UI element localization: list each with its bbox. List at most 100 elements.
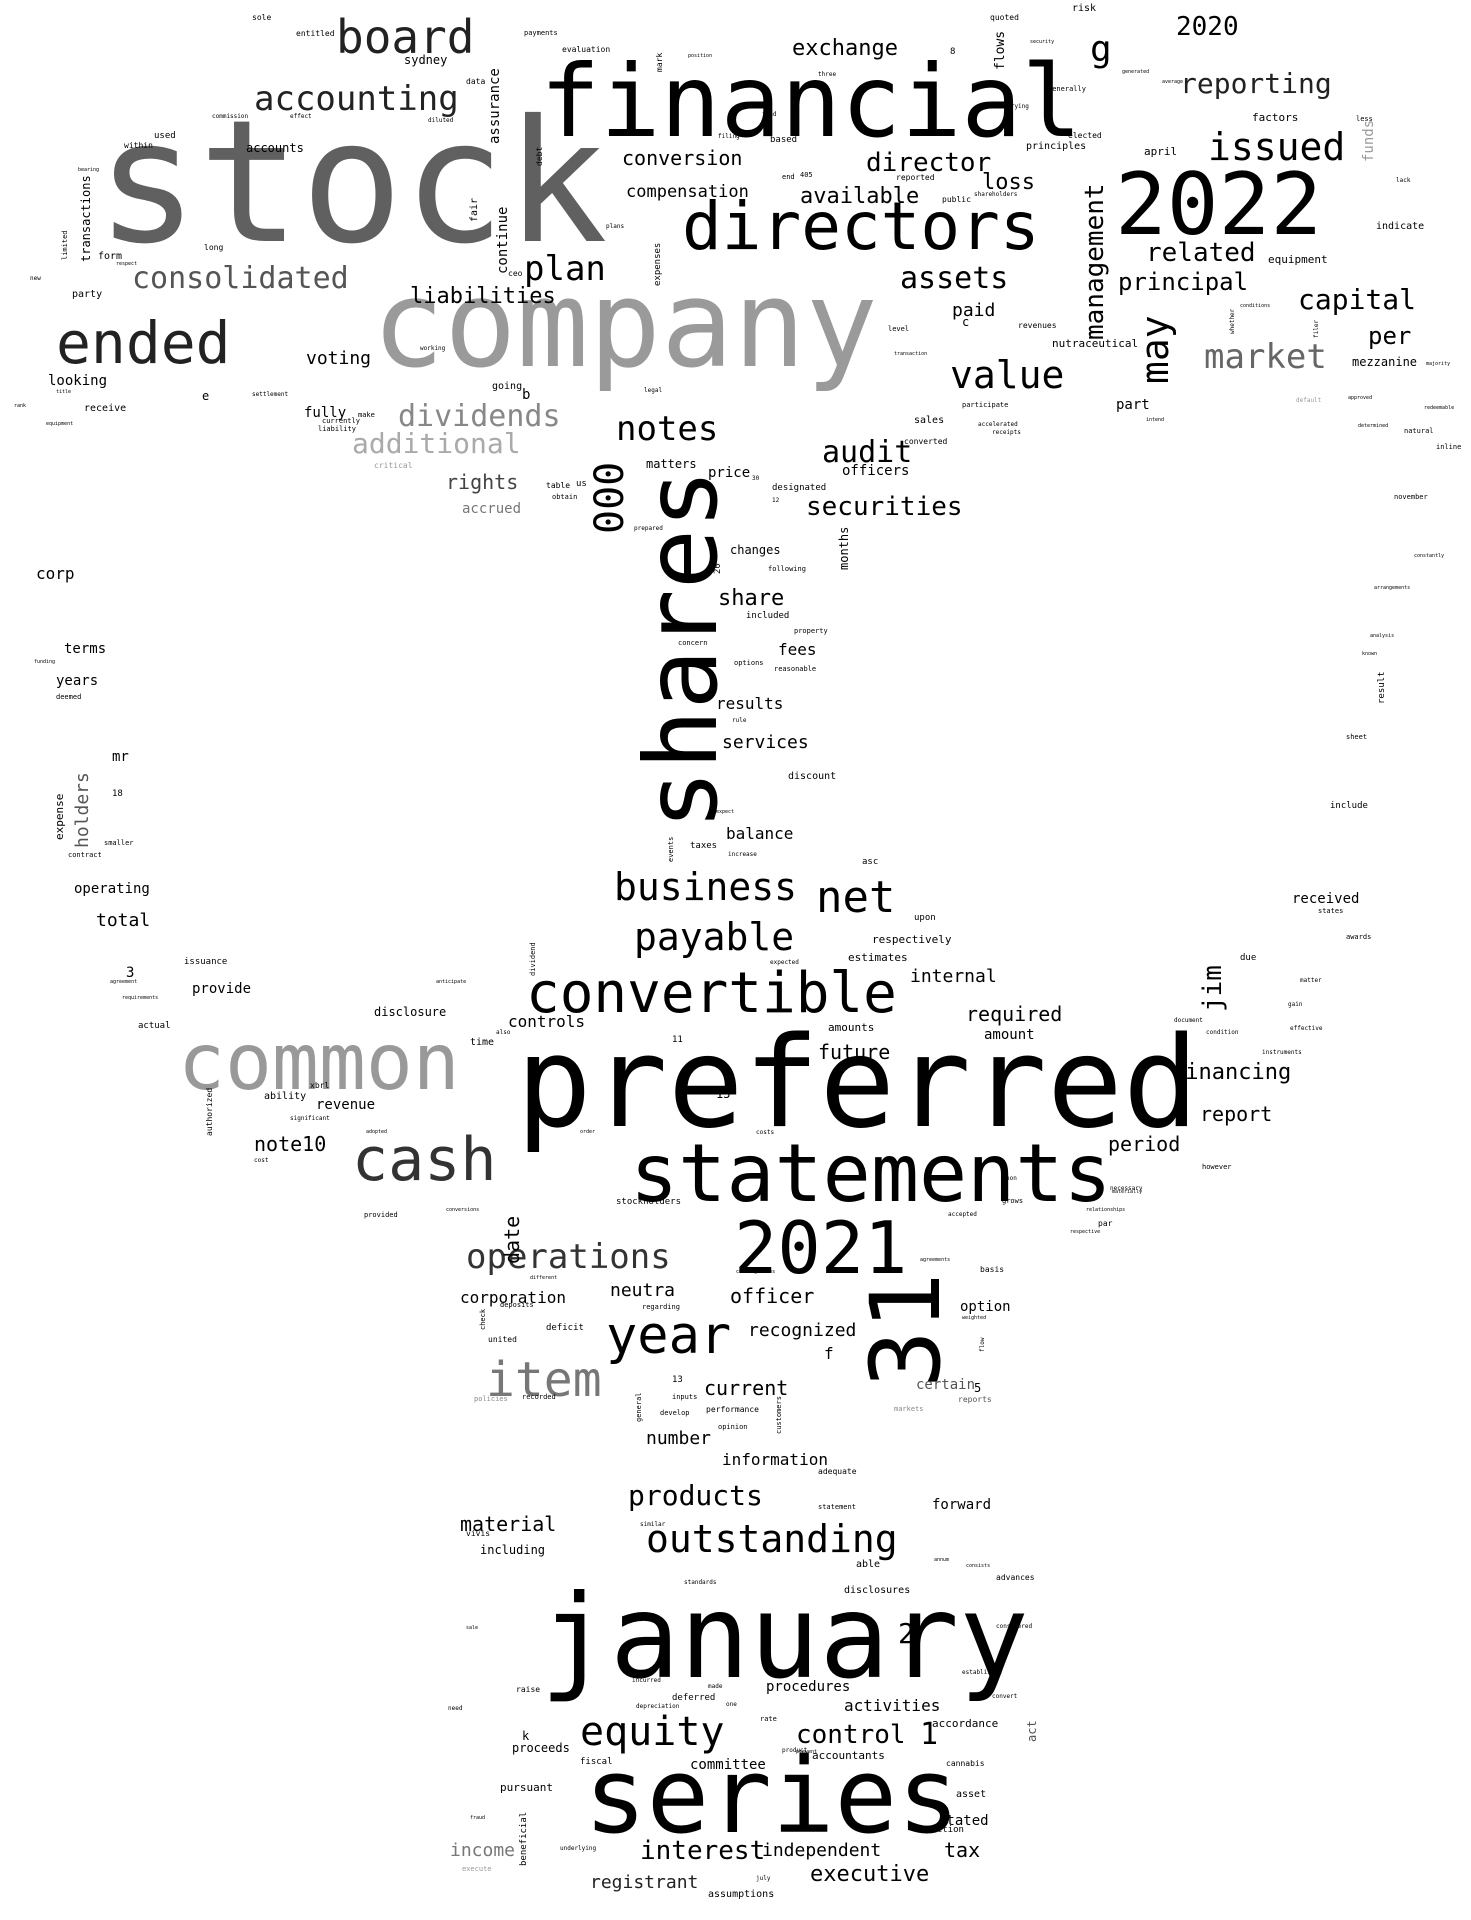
word-costs: costs xyxy=(756,1129,775,1136)
word-sydney: sydney xyxy=(404,53,448,67)
word-new: new xyxy=(30,275,41,282)
word-data: data xyxy=(466,77,486,86)
word-mr: mr xyxy=(112,749,129,765)
word-stated: stated xyxy=(938,1813,989,1829)
word-made: made xyxy=(708,1683,723,1690)
word-services: services xyxy=(722,732,809,753)
word-18: 18 xyxy=(112,789,123,799)
word-prevent: prevent xyxy=(796,1749,818,1755)
word-xbrl: xbrl xyxy=(310,1081,330,1090)
word-risk: risk xyxy=(1072,3,1097,14)
word-holders: holders xyxy=(72,772,93,848)
word-form: form xyxy=(98,251,123,262)
word-pursuant: pursuant xyxy=(500,1781,553,1794)
word-stockholders: stockholders xyxy=(616,1197,682,1207)
word-deferred: deferred xyxy=(672,1693,716,1703)
word-operations: operations xyxy=(466,1237,671,1277)
word-amount: amount xyxy=(984,1027,1035,1043)
word-c: c xyxy=(962,315,970,329)
word-31: 31 xyxy=(850,1272,962,1388)
word-diluted: diluted xyxy=(428,117,454,124)
word-property: property xyxy=(794,627,828,635)
word-obtain: obtain xyxy=(552,493,578,501)
word-weighted: weighted xyxy=(962,1315,987,1321)
word-loss: loss xyxy=(982,170,1035,195)
word-designated: designated xyxy=(772,483,827,493)
word-inline: inline xyxy=(1436,443,1462,451)
word-policies: policies xyxy=(474,1395,508,1403)
word-time: time xyxy=(470,1037,495,1048)
word-accrued: accrued xyxy=(462,501,522,517)
word-used: used xyxy=(154,131,176,141)
word-expense: expense xyxy=(53,793,66,840)
word-15: 15 xyxy=(716,1087,731,1101)
word-controls: controls xyxy=(508,1012,586,1031)
word-states: states xyxy=(1318,907,1344,915)
word-11: 11 xyxy=(672,1035,683,1045)
word-nutraceutical: nutraceutical xyxy=(1052,337,1139,350)
word-fiscal: fiscal xyxy=(580,1757,613,1767)
word-accounts: accounts xyxy=(246,141,304,155)
word-ended: ended xyxy=(56,309,231,377)
word-par: par xyxy=(1098,1219,1113,1228)
word-principles: principles xyxy=(1026,141,1087,152)
word-2021: 2021 xyxy=(734,1206,908,1290)
word-material: material xyxy=(460,1512,557,1536)
word-commission: commission xyxy=(212,113,249,120)
word-level: level xyxy=(888,325,910,333)
word-issued: issued xyxy=(1208,125,1346,169)
word-expect: expect xyxy=(716,809,735,815)
word-liabilities: liabilities xyxy=(410,284,556,309)
word-include: include xyxy=(1330,801,1368,811)
word-generated: generated xyxy=(1122,69,1150,75)
word-legal: legal xyxy=(644,387,663,394)
word-different: different xyxy=(530,1275,558,1281)
word-expenses: expenses xyxy=(653,242,663,286)
word-securities: securities xyxy=(806,492,963,522)
word-awards: awards xyxy=(1346,933,1372,941)
word-opinion: opinion xyxy=(718,1423,748,1431)
word-may: may xyxy=(1133,315,1177,384)
word-fund: fund xyxy=(762,111,777,118)
word-order: order xyxy=(580,1129,596,1135)
word-registrant: registrant xyxy=(590,1872,699,1893)
word-executive: executive xyxy=(810,1862,930,1887)
word-majority: majority xyxy=(1426,361,1451,367)
word-established: established xyxy=(962,1669,1002,1676)
word-within: within xyxy=(124,141,153,150)
word-three: three xyxy=(818,71,837,78)
word-beneficial: beneficial xyxy=(519,1811,529,1866)
word-regarding: regarding xyxy=(642,1303,680,1311)
word-cost: cost xyxy=(254,1157,269,1164)
word-payable: payable xyxy=(634,915,795,959)
word-convertible: convertible xyxy=(526,961,897,1026)
word-public: public xyxy=(942,195,971,204)
word-debt: debt xyxy=(535,146,544,166)
word-indicate: indicate xyxy=(1376,221,1425,232)
word-voting: voting xyxy=(306,348,372,369)
word-directors: directors xyxy=(682,188,1040,265)
word-entitled: entitled xyxy=(296,29,335,38)
word-market: market xyxy=(1204,337,1327,377)
word-note10: note10 xyxy=(254,1132,327,1156)
word-provided: provided xyxy=(364,1211,398,1219)
word-related: related xyxy=(1146,238,1256,268)
word-operating: operating xyxy=(74,881,150,897)
word-receipts: receipts xyxy=(992,429,1021,436)
word-vivis: vivis xyxy=(466,1529,491,1538)
word-one: one xyxy=(726,1701,737,1708)
word-markets: markets xyxy=(894,1405,924,1413)
word-rule: rule xyxy=(732,717,747,724)
word-sole: sole xyxy=(252,13,272,22)
word-authorized: authorized xyxy=(205,1087,214,1136)
word-able: able xyxy=(856,1559,881,1570)
word-evaluation: evaluation xyxy=(562,45,611,54)
word-equipment-small: equipment xyxy=(46,421,74,427)
word-notes: notes xyxy=(616,409,719,449)
word-factors: factors xyxy=(1252,111,1299,124)
word-need: need xyxy=(448,1705,463,1712)
word-net: net xyxy=(816,872,896,923)
word-preferred: preferred xyxy=(516,1009,1199,1156)
word-instruments: instruments xyxy=(1262,1049,1302,1056)
word-upon: upon xyxy=(914,913,936,923)
